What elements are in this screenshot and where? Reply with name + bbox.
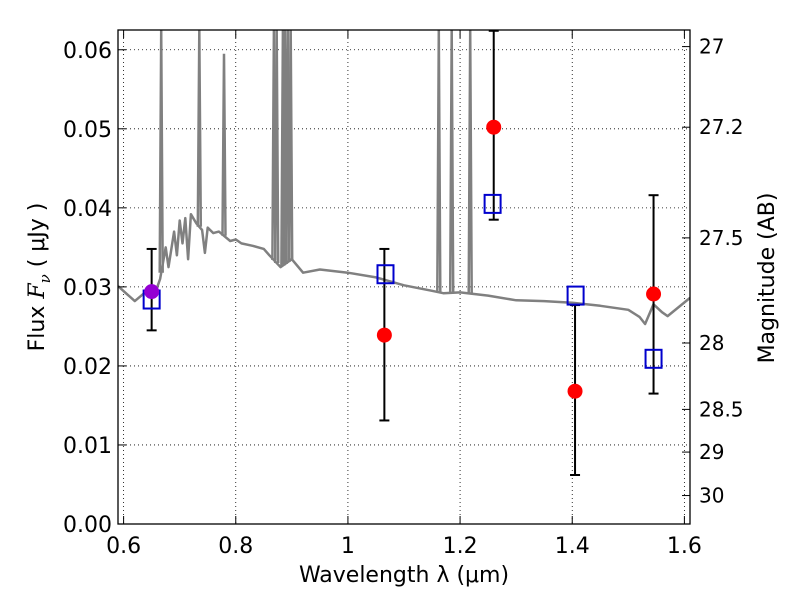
x-axis-ticks: 0.6 0.8 1 1.2 1.4 1.6	[106, 30, 702, 559]
right-tick-label: 27.5	[699, 226, 744, 250]
y-tick-label: 0.03	[63, 276, 112, 301]
right-tick-label: 29	[699, 440, 724, 464]
right-axis-ticks: 27 27.2 27.5 28 28.5 29 30	[682, 35, 744, 508]
spectrum-emission-line	[467, 30, 473, 294]
right-tick-label: 27.2	[699, 115, 744, 139]
right-axis-label: Magnitude (AB)	[755, 193, 780, 364]
y-tick-label: 0.00	[63, 513, 112, 538]
spectrum-continuum	[118, 212, 690, 326]
right-tick-label: 30	[699, 484, 724, 508]
observed-circle-marker	[486, 119, 502, 135]
x-tick-label: 1.2	[443, 534, 478, 559]
data-markers	[142, 119, 663, 399]
observed-circle-marker	[646, 286, 662, 302]
spectrum-emission-line	[221, 53, 227, 236]
model-square-marker	[566, 285, 585, 306]
y-tick-label: 0.05	[63, 118, 112, 143]
x-tick-label: 0.8	[218, 534, 253, 559]
plot-background	[118, 30, 690, 524]
y-tick-label: 0.06	[63, 39, 112, 64]
model-square-marker	[376, 264, 395, 285]
x-tick-label: 1	[341, 534, 355, 559]
x-tick-label: 1.4	[555, 534, 590, 559]
spectrum-emission-line	[158, 30, 164, 273]
plot-frame	[117, 29, 691, 525]
y-axis-ticks: 0.00 0.01 0.02 0.03 0.04 0.05 0.06	[63, 39, 126, 538]
right-tick-label: 28.5	[699, 397, 744, 421]
x-axis-label: Wavelength λ (μm)	[299, 563, 509, 588]
x-tick-label: 1.6	[667, 534, 702, 559]
observed-circle-marker	[567, 383, 583, 399]
model-square-marker	[483, 193, 502, 214]
model-spectrum	[118, 30, 690, 326]
model-square-marker	[644, 348, 663, 369]
y-tick-label: 0.01	[63, 434, 112, 459]
right-tick-label: 28	[699, 331, 724, 355]
y-tick-label: 0.04	[63, 197, 112, 222]
y-tick-label: 0.02	[63, 355, 112, 380]
right-tick-label: 27	[699, 35, 724, 59]
spectrum-emission-line	[196, 30, 203, 227]
observed-circle-marker	[144, 284, 160, 300]
y-axis-label: Flux Fν ( μJy )	[25, 203, 54, 352]
spectrum-emission-line	[448, 30, 455, 293]
spectrum-emission-line	[436, 30, 442, 293]
spectrum-emission-line	[273, 30, 280, 264]
x-tick-label: 0.6	[106, 534, 141, 559]
spectrum-emission-line	[287, 30, 294, 261]
observed-circle-marker	[376, 327, 392, 343]
